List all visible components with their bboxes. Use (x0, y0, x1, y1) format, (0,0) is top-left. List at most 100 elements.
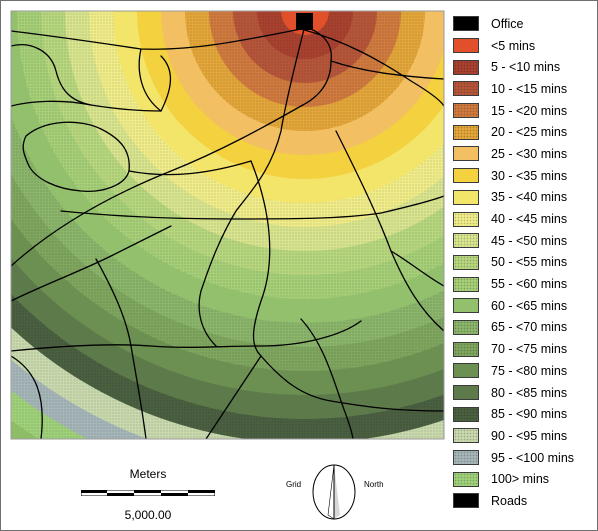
legend-item: 90 - <95 mins (453, 425, 593, 447)
road (198, 20, 307, 347)
legend-label: 60 - <65 mins (491, 298, 568, 313)
legend-swatch (453, 428, 479, 444)
legend-item: 45 - <50 mins (453, 230, 593, 252)
legend-label: 50 - <55 mins (491, 255, 568, 270)
legend-item: Roads (453, 490, 593, 512)
legend-swatch (453, 189, 479, 205)
road (260, 355, 444, 412)
north-arrow-right-label: North (364, 480, 384, 489)
legend-item: 40 - <45 mins (453, 208, 593, 230)
legend-swatch (453, 298, 479, 314)
legend-item: 85 - <90 mins (453, 403, 593, 425)
legend-swatch (453, 319, 479, 335)
legend-label: 85 - <90 mins (491, 407, 568, 422)
road (11, 225, 172, 302)
legend-item: 80 - <85 mins (453, 382, 593, 404)
road (11, 44, 162, 112)
legend-swatch (453, 450, 479, 466)
legend-label: 30 - <35 mins (491, 168, 568, 183)
legend-item: 35 - <40 mins (453, 187, 593, 209)
scale-bar-value: 5,000.00 (124, 508, 172, 522)
road (60, 195, 444, 220)
legend-swatch (453, 168, 479, 184)
north-arrow: Grid North (286, 463, 396, 521)
travel-time-rings (11, 11, 444, 439)
legend-item: 75 - <80 mins (453, 360, 593, 382)
legend-swatch (453, 211, 479, 227)
scale-bar-title: Meters (129, 467, 167, 481)
legend-item: 55 - <60 mins (453, 273, 593, 295)
scale-bar-graphic (81, 490, 215, 496)
legend-swatch (453, 385, 479, 401)
legend-swatch (453, 471, 479, 487)
legend-label: 65 - <70 mins (491, 320, 568, 335)
legend-item: 10 - <15 mins (453, 78, 593, 100)
legend-swatch (453, 59, 479, 75)
legend-swatch (453, 103, 479, 119)
legend-label: 45 - <50 mins (491, 233, 568, 248)
legend-item: 65 - <70 mins (453, 317, 593, 339)
road (250, 160, 271, 357)
legend-swatch (453, 276, 479, 292)
legend-swatch (453, 233, 479, 249)
road (22, 121, 130, 192)
legend-label: 15 - <20 mins (491, 103, 568, 118)
north-arrow-left-label: Grid (286, 480, 302, 489)
road (95, 258, 147, 439)
legend-item: 70 - <75 mins (453, 338, 593, 360)
legend-label: 55 - <60 mins (491, 277, 568, 292)
legend-swatch (453, 146, 479, 162)
legend-item: 50 - <55 mins (453, 252, 593, 274)
legend-label: 80 - <85 mins (491, 385, 568, 400)
road (160, 55, 172, 112)
map-border (10, 10, 445, 440)
road (138, 48, 162, 112)
legend-swatch (453, 124, 479, 140)
legend-label: 100> mins (491, 472, 550, 487)
legend-label: 35 - <40 mins (491, 190, 568, 205)
scale-bar: Meters 5,000.00 (81, 467, 215, 527)
legend-item: 20 - <25 mins (453, 121, 593, 143)
roads-layer (11, 20, 444, 439)
legend-label: 70 - <75 mins (491, 342, 568, 357)
legend-label: Roads (491, 493, 528, 508)
legend-label: Office (491, 16, 524, 31)
legend-swatch (453, 16, 479, 32)
legend-label: 40 - <45 mins (491, 212, 568, 227)
road (390, 250, 444, 287)
legend-label: 5 - <10 mins (491, 60, 561, 75)
legend-item: Office (453, 13, 593, 35)
legend-label: 20 - <25 mins (491, 125, 568, 140)
road (300, 318, 354, 439)
legend-item: 15 - <20 mins (453, 100, 593, 122)
legend-swatch (453, 254, 479, 270)
office-marker (296, 13, 313, 30)
legend-label: 75 - <80 mins (491, 363, 568, 378)
legend-item: 95 - <100 mins (453, 447, 593, 469)
legend-swatch (453, 363, 479, 379)
legend-item: 100> mins (453, 468, 593, 490)
legend-label: 10 - <15 mins (491, 81, 568, 96)
road (205, 355, 262, 439)
legend-item: 25 - <30 mins (453, 143, 593, 165)
legend-label: 25 - <30 mins (491, 146, 568, 161)
legend-label: <5 mins (491, 38, 536, 53)
road (11, 320, 362, 352)
legend-swatch (453, 81, 479, 97)
legend-item: 5 - <10 mins (453, 56, 593, 78)
road (11, 28, 332, 267)
legend-label: 90 - <95 mins (491, 428, 568, 443)
legend-label: 95 - <100 mins (491, 450, 575, 465)
legend-swatch (453, 406, 479, 422)
legend-swatch (453, 493, 479, 509)
road (11, 355, 43, 439)
legend-swatch (453, 341, 479, 357)
legend-item: 60 - <65 mins (453, 295, 593, 317)
road (330, 60, 444, 80)
legend-swatch (453, 38, 479, 54)
legend: Office <5 mins 5 - <10 mins 10 - <15 mins 15… (453, 13, 593, 512)
compass-icon (312, 464, 356, 520)
road (11, 100, 92, 107)
